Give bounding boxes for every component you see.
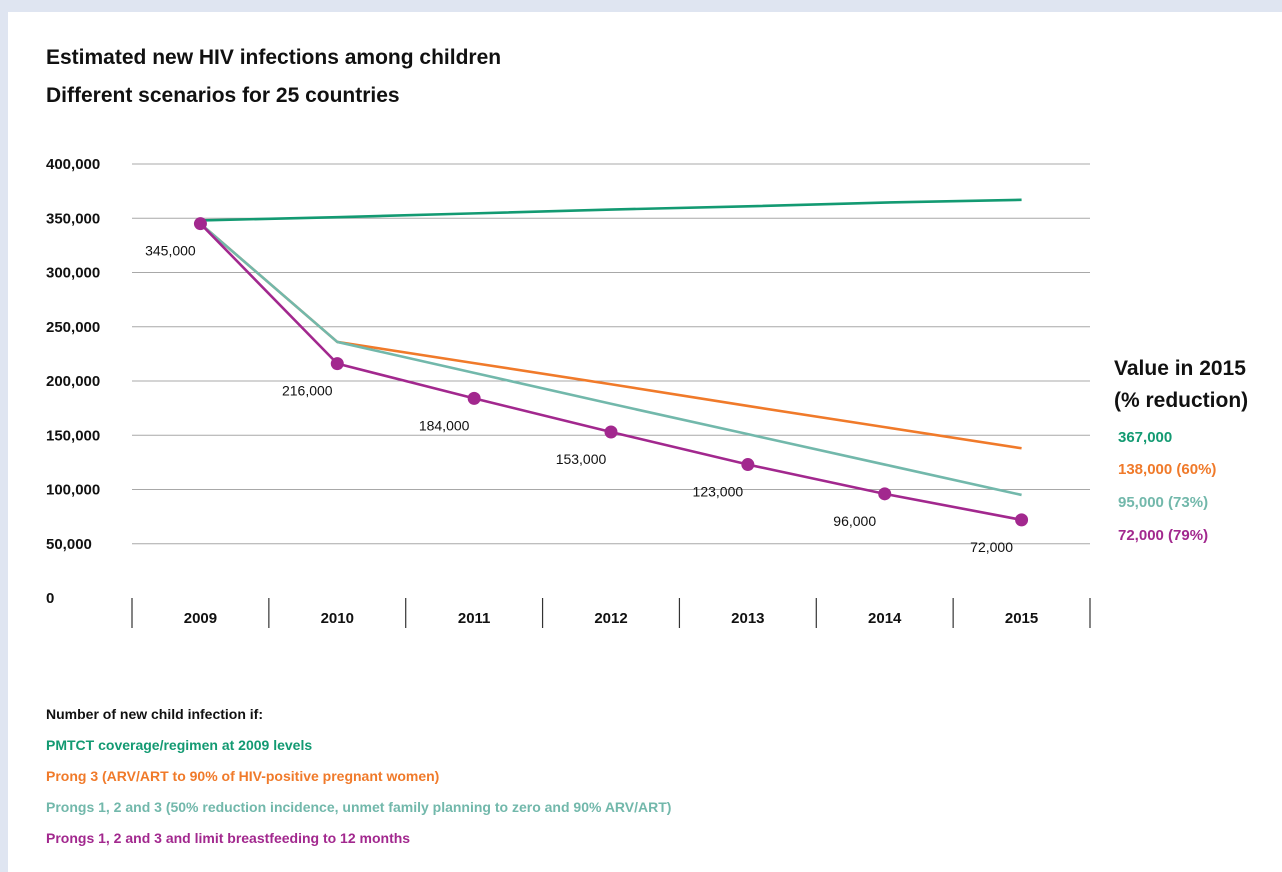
y-tick-label: 250,000	[46, 319, 100, 336]
data-point	[330, 357, 344, 371]
chart-title: Estimated new HIV infections among child…	[46, 46, 502, 69]
x-tick-label: 2009	[184, 610, 217, 627]
data-point	[741, 458, 755, 472]
y-tick-label: 400,000	[46, 156, 100, 173]
series-line-4	[199, 222, 1022, 522]
x-tick-label: 2014	[868, 610, 902, 627]
chart-panel	[8, 12, 1282, 872]
series-line-1	[200, 198, 1022, 222]
value-header-line2: (% reduction)	[1114, 389, 1249, 412]
x-tick-label: 2010	[321, 610, 354, 627]
data-point	[193, 217, 207, 231]
chart-subtitle: Different scenarios for 25 countries	[46, 84, 400, 107]
series-line-3	[199, 222, 1022, 497]
x-tick-label: 2015	[1005, 610, 1038, 627]
side-value-prong3: 138,000 (60%)	[1118, 461, 1217, 478]
y-tick-label: 300,000	[46, 265, 100, 282]
data-label: 345,000	[145, 243, 196, 259]
legend-item-prong3: Prong 3 (ARV/ART to 90% of HIV-positive …	[46, 768, 440, 784]
value-header-line1: Value in 2015	[1114, 357, 1246, 380]
side-value-prongs123-breastfeeding: 72,000 (79%)	[1118, 527, 1209, 544]
data-label: 96,000	[833, 513, 876, 529]
x-tick-label: 2012	[594, 610, 627, 627]
data-label: 72,000	[970, 539, 1013, 555]
data-label: 123,000	[693, 484, 744, 500]
y-tick-label: 150,000	[46, 427, 100, 444]
data-label: 216,000	[282, 383, 333, 399]
data-point	[1015, 513, 1029, 527]
side-value-prongs123: 95,000 (73%)	[1118, 494, 1209, 511]
y-tick-label: 0	[46, 590, 54, 607]
data-label: 184,000	[419, 417, 470, 433]
legend-heading: Number of new child infection if:	[46, 706, 263, 722]
y-tick-label: 350,000	[46, 210, 100, 227]
x-tick-label: 2013	[731, 610, 764, 627]
data-point	[467, 391, 481, 405]
y-tick-label: 50,000	[46, 536, 92, 553]
side-value-2009-levels: 367,000	[1118, 429, 1173, 446]
x-tick-label: 2011	[458, 610, 491, 627]
data-label: 153,000	[556, 451, 607, 467]
y-tick-label: 100,000	[46, 482, 100, 499]
data-point	[604, 425, 618, 439]
y-tick-label: 200,000	[46, 373, 100, 390]
series-line-2	[199, 222, 1022, 450]
legend-item-prongs123-breastfeeding: Prongs 1, 2 and 3 and limit breastfeedin…	[46, 830, 411, 846]
data-point	[878, 487, 892, 501]
legend-item-2009-levels: PMTCT coverage/regimen at 2009 levels	[46, 737, 313, 753]
legend-item-prongs123: Prongs 1, 2 and 3 (50% reduction inciden…	[46, 799, 672, 815]
